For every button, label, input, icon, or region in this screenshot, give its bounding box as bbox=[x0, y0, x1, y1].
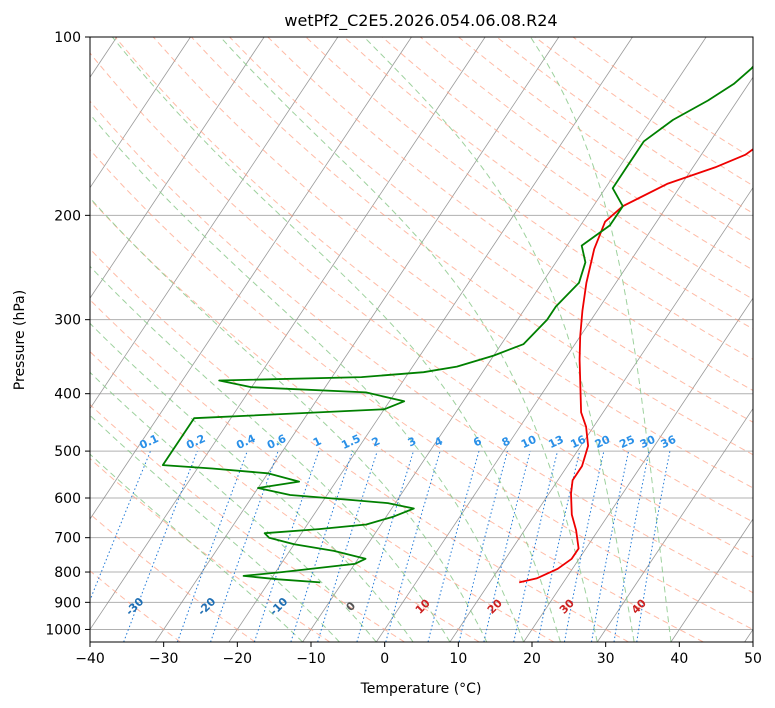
dry-adiabats bbox=[90, 37, 753, 642]
mixing-ratio-label: 16 bbox=[569, 433, 589, 451]
y-tick-label: 900 bbox=[54, 595, 81, 611]
dry-adiabat-line bbox=[191, 37, 753, 456]
moist-adiabat-line bbox=[363, 37, 635, 642]
mixing-ratio-label: 36 bbox=[659, 433, 679, 451]
plot-area: 0.10.20.40.611.52346810131620253036-100-… bbox=[90, 37, 753, 642]
moist-adiabat-line bbox=[530, 37, 672, 642]
dry-adiabat-line bbox=[90, 248, 629, 642]
mixing-ratio-line bbox=[458, 450, 508, 642]
x-tick-label: 40 bbox=[670, 651, 688, 667]
mixing-ratio-line bbox=[290, 450, 353, 642]
moist-adiabat-line bbox=[90, 453, 303, 642]
y-tick-label: 800 bbox=[54, 565, 81, 581]
y-tick-label: 400 bbox=[54, 387, 81, 403]
isotherm-lines bbox=[90, 37, 753, 642]
mixing-ratio-label: 25 bbox=[617, 433, 636, 451]
dry-adiabat-line bbox=[90, 299, 555, 642]
mixing-ratio-label: 10 bbox=[519, 433, 539, 451]
x-axis-label: Temperature (°C) bbox=[360, 681, 482, 697]
x-tick-label: −20 bbox=[223, 651, 253, 667]
mixing-ratio-line bbox=[317, 450, 378, 642]
x-tick-label: 0 bbox=[380, 651, 389, 667]
isotherm-line bbox=[228, 37, 633, 642]
mixing-ratio-line bbox=[385, 450, 441, 642]
profile-series bbox=[161, 65, 753, 584]
mixing-ratio-label: 20 bbox=[593, 433, 613, 451]
isobar-grid bbox=[90, 37, 753, 630]
isotherm-line bbox=[449, 186, 753, 642]
moist-adiabat-line bbox=[90, 371, 377, 642]
dry-adiabat-line bbox=[90, 513, 256, 642]
mixing-ratio-line bbox=[210, 450, 279, 642]
y-axis-label: Pressure (hPa) bbox=[12, 290, 28, 390]
isotherm-line bbox=[523, 297, 753, 642]
y-axis: 1000 900 800 700 600 500 400 300 200 100 bbox=[45, 30, 90, 638]
dry-adiabat-line bbox=[267, 37, 753, 392]
isotherm-line bbox=[90, 37, 486, 631]
plot-frame bbox=[89, 36, 754, 643]
mixing-ratio-lines bbox=[90, 450, 671, 642]
x-tick-label: 30 bbox=[597, 651, 615, 667]
dry-adiabat-line bbox=[90, 100, 753, 594]
mixing-ratio-line bbox=[176, 450, 248, 642]
mixing-ratio-label: 13 bbox=[546, 433, 565, 451]
isotherm-line bbox=[375, 76, 753, 642]
mixing-ratio-line bbox=[537, 450, 581, 642]
mixing-ratio-line bbox=[253, 450, 320, 642]
mixing-ratio-line bbox=[427, 450, 480, 642]
isotherm-line bbox=[596, 407, 753, 642]
chart-title: wetPf2_C2E5.2026.054.06.08.R24 bbox=[284, 11, 557, 31]
isotherm-line bbox=[90, 37, 191, 189]
isotherm-line bbox=[670, 518, 753, 642]
moist-adiabat-line bbox=[112, 37, 561, 642]
isotherm-line bbox=[302, 37, 707, 642]
x-tick-label: 10 bbox=[449, 651, 467, 667]
isotherm-line bbox=[90, 37, 339, 410]
temperature-line bbox=[518, 148, 753, 584]
y-tick-label: 500 bbox=[54, 444, 81, 460]
mixing-ratio-line bbox=[90, 450, 151, 602]
x-tick-label: −10 bbox=[296, 651, 326, 667]
y-tick-label: 600 bbox=[54, 491, 81, 507]
dry-adiabat-line bbox=[229, 37, 753, 423]
moist-adiabat-line bbox=[220, 37, 598, 642]
mixing-ratio-line bbox=[123, 450, 198, 642]
isotherm-line bbox=[90, 37, 412, 520]
y-tick-label: 100 bbox=[54, 30, 81, 46]
dry-adiabat-line bbox=[381, 37, 753, 300]
isotherm-line bbox=[90, 37, 265, 299]
moist-adiabat-line bbox=[90, 113, 525, 642]
dry-adiabat-line bbox=[152, 37, 753, 489]
dry-adiabat-line bbox=[90, 149, 753, 630]
x-axis: −40 −30 −20 −10 0 10 20 30 40 50 bbox=[75, 642, 762, 667]
dry-adiabat-line bbox=[90, 351, 480, 642]
y-tick-label: 1000 bbox=[45, 622, 81, 638]
y-tick-label: 300 bbox=[54, 313, 81, 329]
moist-adiabat-line bbox=[90, 265, 451, 642]
x-tick-label: 50 bbox=[744, 651, 762, 667]
x-tick-label: −40 bbox=[75, 651, 105, 667]
dry-adiabat-line bbox=[90, 198, 704, 642]
mixing-ratio-label: 30 bbox=[638, 433, 658, 451]
mixing-ratio-line bbox=[356, 450, 414, 642]
y-tick-label: 700 bbox=[54, 531, 81, 547]
moist-adiabat-line bbox=[90, 197, 488, 642]
y-tick-label: 200 bbox=[54, 208, 81, 224]
x-tick-label: 20 bbox=[523, 651, 541, 667]
dewpoint-line bbox=[161, 65, 753, 584]
mixing-ratio-line bbox=[513, 450, 558, 642]
isotherm-line bbox=[154, 37, 560, 642]
x-tick-label: −30 bbox=[149, 651, 179, 667]
moist-adiabat-line bbox=[90, 414, 340, 642]
mixing-ratio-line bbox=[483, 450, 531, 642]
